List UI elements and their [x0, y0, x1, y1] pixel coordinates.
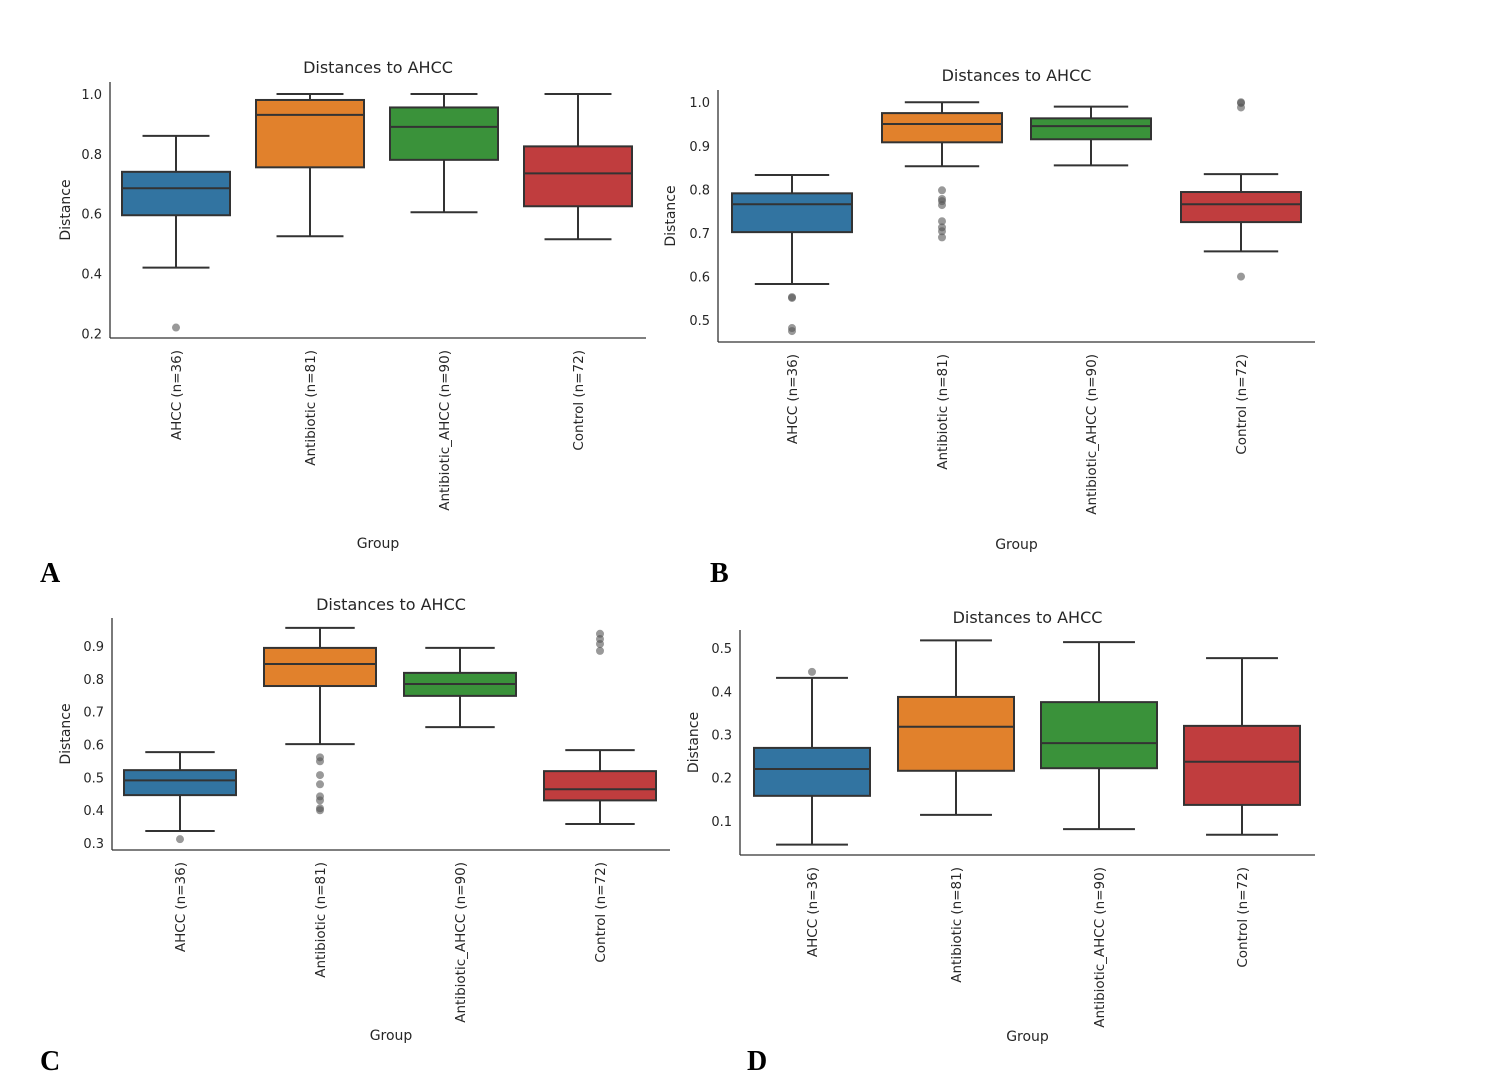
outlier-point: [1237, 103, 1245, 112]
x-tick-label: Antibiotic_AHCC (n=90): [437, 350, 453, 511]
outlier-point: [176, 835, 184, 844]
y-tick-label: 0.8: [689, 183, 710, 198]
outlier-point: [788, 327, 796, 336]
y-tick-label: 0.5: [689, 314, 710, 329]
box-control: [523, 145, 633, 208]
panel-letter-b: B: [710, 558, 729, 589]
box-antibiotic: [881, 112, 1003, 144]
chart-title: Distances to AHCC: [316, 595, 466, 614]
y-tick-label: 0.6: [689, 271, 710, 286]
y-tick-label: 0.3: [83, 837, 104, 852]
x-tick-label: Antibiotic_AHCC (n=90): [1092, 867, 1108, 1028]
y-axis-label: Distance: [58, 179, 74, 240]
box-antibiotic-ahcc: [1040, 701, 1158, 770]
x-axis-label: Group: [1006, 1029, 1049, 1045]
x-axis-label: Group: [370, 1028, 413, 1044]
y-tick-label: 0.4: [83, 804, 104, 819]
x-axis-label: Group: [357, 536, 400, 552]
outlier-point: [938, 217, 946, 226]
outlier-point: [316, 796, 324, 805]
x-tick-label: Control (n=72): [593, 862, 609, 963]
x-tick-label: Control (n=72): [571, 350, 587, 451]
x-tick-label: AHCC (n=36): [173, 862, 189, 952]
outlier-point: [316, 771, 324, 780]
y-tick-label: 0.8: [83, 673, 104, 688]
y-tick-label: 0.5: [711, 642, 732, 657]
y-tick-label: 0.3: [711, 729, 732, 744]
y-tick-label: 0.2: [711, 772, 732, 787]
x-tick-label: Antibiotic_AHCC (n=90): [1084, 354, 1100, 515]
box-control: [1180, 191, 1302, 224]
x-tick-label: Antibiotic (n=81): [935, 354, 951, 470]
y-axis-label: Distance: [58, 703, 74, 764]
x-tick-label: AHCC (n=36): [805, 867, 821, 957]
box-antibiotic: [255, 98, 365, 169]
y-tick-label: 0.6: [83, 739, 104, 754]
y-tick-label: 0.9: [689, 140, 710, 155]
y-tick-label: 1.0: [689, 96, 710, 111]
chart-title: Distances to AHCC: [942, 66, 1092, 85]
y-axis-label: Distance: [663, 185, 679, 246]
y-tick-label: 1.0: [81, 88, 102, 103]
y-tick-label: 0.1: [711, 815, 732, 830]
y-tick-label: 0.7: [689, 227, 710, 242]
box-control: [543, 770, 657, 802]
outlier-point: [596, 646, 604, 655]
chart-title: Distances to AHCC: [303, 58, 453, 77]
panel-b: Distances to AHCC Group Distance 0.5 0.6 0.7 0…: [663, 66, 1315, 553]
y-axis-label: Distance: [686, 712, 702, 773]
panel-letter-d: D: [747, 1046, 768, 1077]
panel-d: Distances to AHCC Group Distance 0.1 0.2 0.3 0…: [686, 608, 1315, 1045]
box-antibiotic: [897, 695, 1015, 772]
x-tick-label: Control (n=72): [1235, 867, 1251, 968]
x-tick-label: AHCC (n=36): [169, 350, 185, 440]
outlier-point: [938, 201, 946, 210]
panel-a: Distances to AHCC Group Distance 0.2 0.4 0.6 0…: [58, 58, 646, 552]
x-tick-label: Antibiotic (n=81): [313, 862, 329, 978]
y-tick-label: 0.8: [81, 148, 102, 163]
outlier-point: [938, 233, 946, 242]
x-tick-label: Control (n=72): [1234, 354, 1250, 455]
y-tick-label: 0.2: [81, 328, 102, 343]
outlier-point: [316, 806, 324, 815]
box-control: [1183, 724, 1301, 806]
box-ahcc: [753, 746, 871, 797]
x-tick-label: Antibiotic (n=81): [303, 350, 319, 466]
box-ahcc: [123, 769, 237, 797]
outlier-point: [172, 323, 180, 332]
outlier-point: [788, 293, 796, 302]
y-tick-label: 0.4: [711, 685, 732, 700]
box-antibiotic-ahcc: [389, 106, 499, 161]
x-tick-label: AHCC (n=36): [785, 354, 801, 444]
y-tick-label: 0.7: [83, 706, 104, 721]
box-ahcc: [121, 170, 231, 217]
y-tick-label: 0.9: [83, 640, 104, 655]
outlier-point: [596, 639, 604, 648]
x-axis-label: Group: [995, 537, 1038, 553]
outlier-point: [316, 780, 324, 789]
panel-letter-c: C: [40, 1046, 61, 1077]
outlier-point: [938, 227, 946, 236]
outlier-point: [1237, 272, 1245, 281]
outlier-point: [808, 667, 816, 676]
box-antibiotic-ahcc: [1030, 117, 1152, 141]
outlier-point: [938, 186, 946, 195]
box-ahcc: [731, 192, 853, 234]
x-tick-label: Antibiotic_AHCC (n=90): [453, 862, 469, 1023]
outlier-point: [316, 757, 324, 766]
panel-c: Distances to AHCC Group Distance 0.3 0.4 0.5 0…: [58, 595, 670, 1044]
panel-letter-a: A: [40, 558, 61, 589]
box-antibiotic: [263, 646, 377, 688]
y-tick-label: 0.4: [81, 268, 102, 283]
y-tick-label: 0.6: [81, 208, 102, 223]
x-tick-label: Antibiotic (n=81): [949, 867, 965, 983]
y-tick-label: 0.5: [83, 771, 104, 786]
chart-title: Distances to AHCC: [953, 608, 1103, 627]
